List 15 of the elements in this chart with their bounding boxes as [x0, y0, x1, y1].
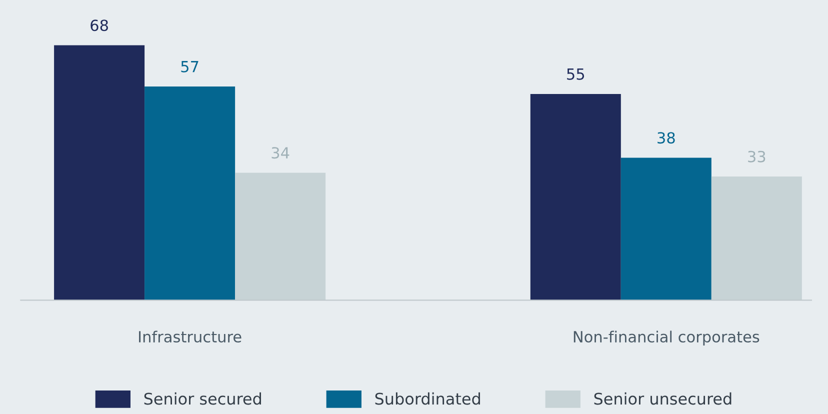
data-label: 57 [181, 61, 198, 72]
legend-label: Subordinated [375, 392, 480, 405]
legend-label: Senior secured [144, 392, 261, 405]
bar [144, 86, 236, 300]
bar [620, 158, 712, 300]
legend-label: Senior unsecured [594, 392, 732, 405]
data-label: 33 [748, 150, 766, 162]
data-label: 68 [90, 20, 108, 32]
data-label: 38 [658, 132, 675, 144]
x-tick-label: Infrastructure [139, 330, 242, 343]
bar [530, 94, 621, 300]
bar [54, 45, 145, 300]
x-tick-label: Non-financial corporates [574, 330, 760, 346]
data-label: 55 [567, 68, 584, 80]
data-label: 34 [272, 147, 290, 159]
